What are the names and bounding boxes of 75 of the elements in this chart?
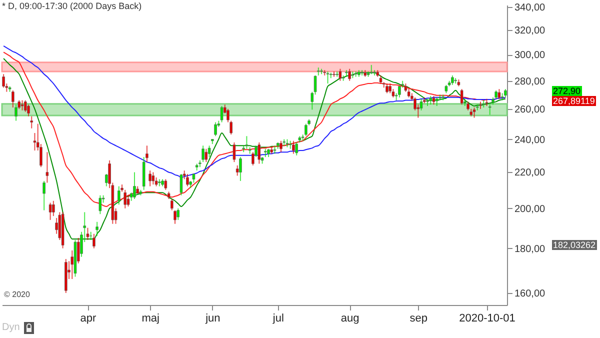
candlestick (202, 145, 204, 163)
x-tick-label: jul (272, 312, 284, 324)
candlestick (2, 74, 5, 88)
y-tick-label: 340,00 (514, 2, 546, 14)
y-tick-label: 220,00 (514, 168, 546, 179)
candlestick (118, 186, 120, 206)
y-tick-label: 160,00 (514, 288, 546, 300)
candlestick (186, 173, 189, 187)
y-tick-label: 180,00 (514, 244, 546, 255)
candlestick (164, 178, 168, 190)
candlestick (204, 148, 208, 163)
candlestick (451, 74, 454, 86)
candlestick (52, 200, 55, 217)
x-tick-label: sep (410, 312, 428, 324)
x-tick-label: jun (204, 312, 220, 324)
candlestick (92, 233, 96, 249)
candlestick (338, 68, 342, 82)
candlestick (239, 156, 242, 182)
candlestick (133, 172, 136, 200)
candlestick (176, 208, 180, 220)
candlestick (14, 104, 18, 122)
candlestick (86, 227, 90, 240)
candlestick (258, 142, 261, 164)
candlestick (126, 194, 130, 207)
chart-title: * D, 09:00-17:30 (2000 Days Back) (2, 1, 142, 11)
candlestick (232, 142, 236, 163)
candlestick (420, 98, 423, 111)
candlestick (24, 100, 27, 112)
candlestick (96, 221, 98, 236)
candlestick (245, 136, 248, 150)
candlestick (98, 194, 102, 215)
candlestick (304, 123, 308, 137)
y-tick-label: 320,00 (514, 26, 546, 37)
annotation: © 2020 (4, 290, 30, 299)
candlestick (42, 180, 46, 211)
text: 182,03262 (552, 240, 597, 250)
candlestick (20, 100, 24, 111)
candlestick (326, 70, 330, 84)
candlestick (292, 140, 295, 154)
x-tick-label: maj (142, 312, 160, 324)
x-tick-label: 2020-10-01 (459, 312, 516, 324)
candlestick (280, 140, 282, 153)
candlestick (174, 210, 176, 224)
candlestick (295, 142, 298, 156)
candlestick (152, 172, 155, 185)
candlestick (386, 83, 388, 94)
y-tick-label: 240,00 (514, 134, 546, 146)
candlestick (170, 198, 174, 211)
candlestick (498, 88, 501, 100)
y-tick-label: 200,00 (514, 204, 546, 215)
y-tick-label: 260,00 (514, 104, 546, 116)
candlestick (214, 122, 217, 137)
y-tick-label: 300,00 (514, 50, 546, 62)
candlestick (148, 170, 152, 187)
candlestick (370, 64, 373, 75)
candlestick (48, 202, 52, 220)
x-tick-label: apr (80, 312, 97, 324)
candlestick (30, 116, 34, 129)
candlestick (460, 88, 464, 106)
text: 272,90 (552, 86, 582, 96)
candlestick (348, 68, 351, 82)
candlestick (208, 145, 211, 158)
candlestick (27, 104, 30, 117)
candlestick (472, 106, 476, 118)
x-tick-label: aug (340, 312, 360, 324)
candlestick (220, 106, 224, 123)
candlestick (488, 104, 492, 116)
candlestick (46, 152, 49, 184)
candlestick (124, 189, 127, 209)
candlestick (388, 83, 392, 94)
text: 267,89119 (552, 96, 596, 106)
candlestick (180, 173, 183, 196)
y-tick-label: 280,00 (514, 76, 546, 88)
text: Dyn (2, 322, 20, 333)
candlestick (55, 217, 58, 234)
